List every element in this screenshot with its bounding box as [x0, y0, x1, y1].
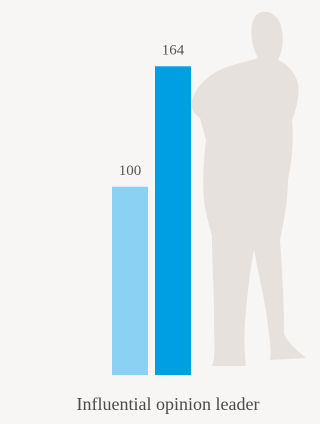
category-label: Influential opinion leader: [77, 394, 260, 414]
chart: Influential opinion leader 100 164: [0, 0, 318, 424]
bar: [112, 187, 148, 375]
bar: [155, 66, 191, 375]
value-label: 100: [119, 163, 142, 179]
value-label: 164: [162, 42, 185, 58]
